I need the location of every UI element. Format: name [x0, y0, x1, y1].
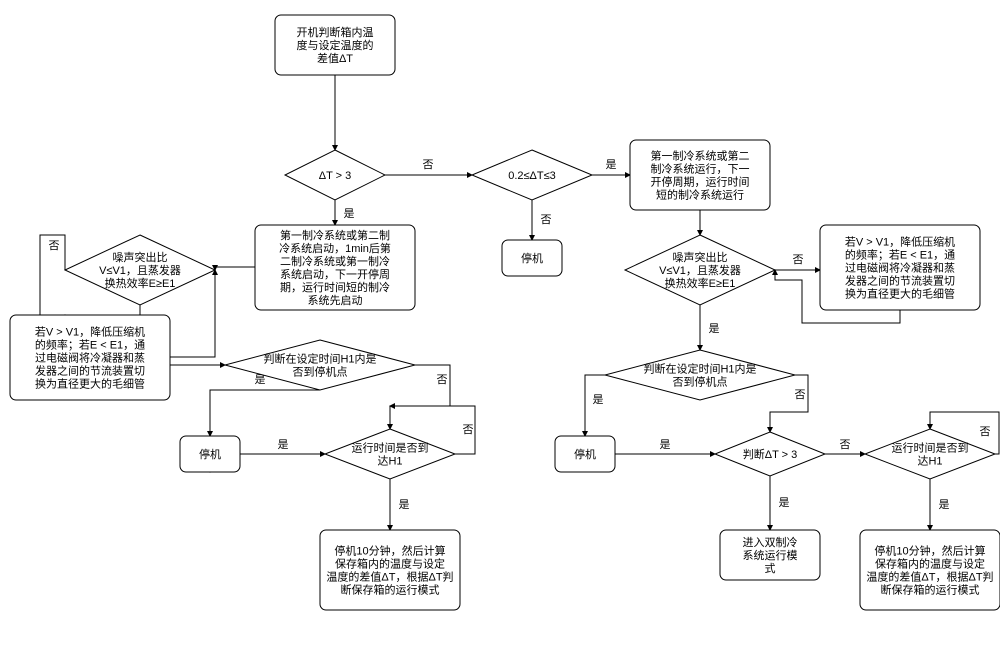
flow-node-b_left_start: 第一制冷系统或第二制冷系统启动，1min后第二制冷系统或第一制冷系统启动，下一开… — [255, 225, 415, 310]
node-text-line: 若V > V1，降低压缩机 — [845, 234, 955, 248]
node-text-line: 温度的差值ΔT，根据ΔT判 — [326, 569, 453, 583]
node-text-line: 判断在设定时间H1内是 — [263, 351, 376, 365]
flow-node-d_right_runH1: 运行时间是否到达H1 — [865, 429, 995, 479]
node-text-line: 换热效率E≥E1 — [665, 276, 736, 290]
flow-node-b_stop_l: 停机 — [180, 436, 240, 472]
flow-node-b_right_adj: 若V > V1，降低压缩机的频率；若E < E1，通过电磁阀将冷凝器和蒸发器之间… — [820, 225, 980, 310]
node-text-line: 的频率；若E < E1，通 — [845, 247, 955, 261]
flow-edge — [770, 375, 808, 432]
flow-edge — [210, 390, 320, 436]
flow-node-d_left_runH1: 运行时间是否到达H1 — [325, 429, 455, 479]
node-text-line: 若V > V1，降低压缩机 — [35, 324, 145, 338]
node-text-line: 度与设定温度的 — [297, 38, 374, 52]
nodes-layer: 开机判断箱内温度与设定温度的差值ΔT ΔT > 3 0.2≤ΔT≤3 第一制冷系统或第… — [10, 15, 1000, 610]
node-text-line: 发器之间的节流装置切 — [845, 273, 955, 287]
flow-node-d_left_VE: 噪声突出比V≤V1，且蒸发器换热效率E≥E1 — [65, 235, 215, 305]
flow-node-d_dt_range: 0.2≤ΔT≤3 — [472, 150, 592, 200]
node-text-line: 系统运行模 — [743, 549, 798, 562]
node-text-line: 的频率；若E < E1，通 — [35, 337, 145, 351]
node-text-line: 换为直径更大的毛细管 — [845, 286, 955, 300]
node-text-line: 达H1 — [917, 454, 942, 467]
edge-label: 是 — [939, 498, 950, 511]
edge-label: 否 — [840, 439, 851, 451]
node-text-line: 期，运行时间短的制冷 — [280, 280, 390, 294]
flow-edge — [215, 267, 255, 270]
node-text-line: ΔT > 3 — [319, 170, 352, 182]
edge-label: 否 — [541, 214, 552, 226]
node-text-line: 系统先启动 — [308, 294, 363, 307]
edge-label: 否 — [423, 159, 434, 171]
edge-label: 是 — [344, 207, 355, 220]
flow-node-b_right_dual: 进入双制冷系统运行模式 — [720, 530, 820, 580]
node-text-line: 冷系统启动，1min后第 — [279, 241, 391, 255]
node-text-line: 发器之间的节流装置切 — [35, 363, 145, 377]
node-text-line: 第一制冷系统或第二制 — [280, 228, 390, 242]
edge-label: 是 — [709, 322, 720, 335]
node-text-line: 停机 — [199, 447, 221, 461]
node-text-line: 制冷系统运行，下一 — [651, 162, 750, 175]
flowchart-canvas: 否是否是否是是否是是否否是是否是是否是否开机判断箱内温度与设定温度的差值ΔTΔT… — [0, 0, 1000, 647]
flow-node-b_stop_c: 停机 — [502, 240, 562, 276]
node-text-line: 差值ΔT — [317, 51, 353, 65]
node-text-line: 式 — [765, 562, 776, 575]
flow-node-b_right_end: 停机10分钟，然后计算保存箱内的温度与设定温度的差值ΔT，根据ΔT判断保存箱的运… — [860, 530, 1000, 610]
flow-node-d_right_H1pt: 判断在设定时间H1内是否到停机点 — [605, 350, 795, 400]
edge-label: 是 — [278, 438, 289, 451]
node-text-line: 过电磁阀将冷凝器和蒸 — [35, 350, 145, 364]
edge-label: 否 — [49, 240, 60, 252]
node-text-line: 开机判断箱内温 — [297, 25, 374, 39]
node-text-line: 断保存箱的运行模式 — [341, 582, 440, 596]
node-text-line: 判断ΔT > 3 — [743, 447, 798, 461]
node-text-line: 短的制冷系统运行 — [656, 187, 744, 201]
node-text-line: 否到停机点 — [673, 374, 728, 388]
node-text-line: 进入双制冷 — [743, 536, 798, 549]
edge-label: 是 — [606, 158, 617, 171]
flow-node-start: 开机判断箱内温度与设定温度的差值ΔT — [275, 15, 395, 75]
node-text-line: 系统启动，下一开停周 — [280, 267, 390, 281]
flow-node-b_left_end: 停机10分钟，然后计算保存箱内的温度与设定温度的差值ΔT，根据ΔT判断保存箱的运… — [320, 530, 460, 610]
node-text-line: 达H1 — [377, 454, 402, 467]
flow-node-d_dt3: ΔT > 3 — [285, 150, 385, 200]
edge-label: 否 — [437, 374, 448, 386]
node-text-line: 保存箱内的温度与设定 — [875, 556, 985, 570]
edge-label: 否 — [795, 389, 806, 401]
flow-node-b_stop_r: 停机 — [555, 436, 615, 472]
flow-node-d_right_VE: 噪声突出比V≤V1，且蒸发器换热效率E≥E1 — [625, 235, 775, 305]
node-text-line: 噪声突出比 — [673, 250, 728, 264]
flow-node-b_dual_start: 第一制冷系统或第二制冷系统运行，下一开停周期，运行时间短的制冷系统运行 — [630, 140, 770, 210]
node-text-line: 换热效率E≥E1 — [105, 276, 176, 290]
edge-label: 否 — [463, 424, 474, 436]
node-text-line: V≤V1，且蒸发器 — [659, 263, 741, 277]
node-text-line: 开停周期，运行时间 — [651, 174, 750, 188]
node-text-line: 运行时间是否到 — [352, 441, 429, 454]
node-text-line: 运行时间是否到 — [892, 441, 969, 454]
node-text-line: 停机 — [574, 447, 596, 461]
node-text-line: 温度的差值ΔT，根据ΔT判 — [866, 569, 993, 583]
node-text-line: 第一制冷系统或第二 — [651, 148, 750, 162]
edge-label: 是 — [593, 393, 604, 406]
node-text-line: 断保存箱的运行模式 — [881, 582, 980, 596]
edge-label: 是 — [779, 496, 790, 509]
node-text-line: 保存箱内的温度与设定 — [335, 556, 445, 570]
node-text-line: 二制冷系统或第一制冷 — [280, 254, 390, 268]
node-text-line: 判断在设定时间H1内是 — [643, 361, 756, 375]
node-text-line: V≤V1，且蒸发器 — [99, 263, 181, 277]
node-text-line: 换为直径更大的毛细管 — [35, 376, 145, 390]
flow-node-d_right_dt3: 判断ΔT > 3 — [715, 432, 825, 476]
node-text-line: 停机10分钟，然后计算 — [334, 543, 445, 557]
flow-node-b_left_adj: 若V > V1，降低压缩机的频率；若E < E1，通过电磁阀将冷凝器和蒸发器之间… — [10, 315, 170, 400]
node-text-line: 过电磁阀将冷凝器和蒸 — [845, 260, 955, 274]
node-text-line: 停机10分钟，然后计算 — [874, 543, 985, 557]
edge-label: 否 — [980, 426, 991, 438]
edge-label: 是 — [660, 438, 671, 451]
node-text-line: 噪声突出比 — [113, 250, 168, 264]
node-text-line: 0.2≤ΔT≤3 — [508, 170, 556, 182]
flow-node-d_left_H1pt: 判断在设定时间H1内是否到停机点 — [225, 340, 415, 390]
node-text-line: 否到停机点 — [293, 364, 348, 378]
edge-label: 是 — [399, 498, 410, 511]
edge-label: 否 — [793, 254, 804, 266]
node-text-line: 停机 — [521, 251, 543, 265]
